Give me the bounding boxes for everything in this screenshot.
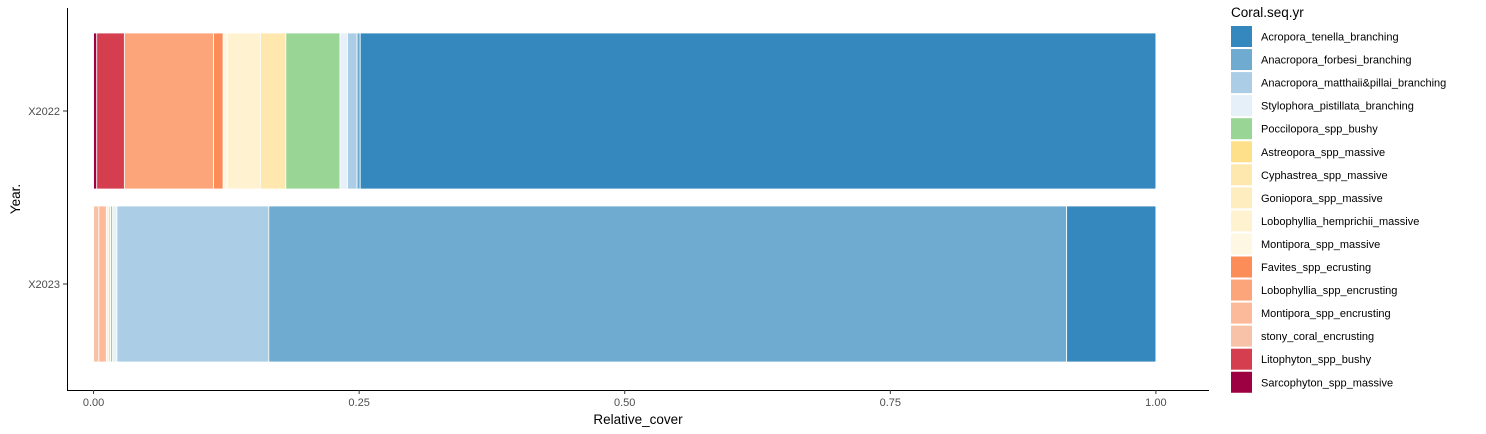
y-axis-ticks: X2022 X2023	[28, 106, 67, 291]
x-tick-label: 0.50	[614, 397, 635, 409]
legend-label: Anacropora_forbesi_branching	[1261, 55, 1411, 67]
bar-segment	[96, 32, 125, 190]
legend-key	[1231, 26, 1252, 47]
plot-axes	[67, 8, 1209, 391]
legend-label: Goniopora_spp_massive	[1261, 193, 1383, 205]
x-tick-label: 0.75	[880, 397, 901, 409]
x-axis-title: Relative_cover	[593, 412, 683, 427]
bar-segment	[123, 32, 215, 190]
legend-title: Coral.seq.yr	[1231, 5, 1304, 20]
legend-key	[1231, 302, 1252, 324]
bar-segment	[93, 205, 100, 363]
bar-segment	[347, 32, 358, 190]
legend-key	[1231, 118, 1252, 140]
legend-key	[1231, 95, 1252, 117]
legend-key	[1231, 164, 1252, 186]
bar-segment	[112, 205, 118, 363]
bar-segment	[98, 205, 107, 363]
legend-label: Montipora_spp_massive	[1261, 239, 1380, 251]
legend-key	[1231, 210, 1252, 232]
legend-label: Favites_spp_ecrusting	[1261, 262, 1371, 274]
legend-label: Montipora_spp_encrusting	[1261, 308, 1391, 320]
legend-label: Astreopora_spp_massive	[1261, 147, 1385, 159]
legend-key	[1231, 279, 1252, 301]
legend-key	[1231, 325, 1252, 347]
legend-label: Litophyton_spp_bushy	[1261, 354, 1372, 366]
legend-key	[1231, 141, 1252, 163]
legend-label: Anacropora_matthaii&pillai_branching	[1261, 78, 1446, 90]
legend-label: Poccilopora_spp_bushy	[1261, 124, 1378, 136]
bar-segment	[339, 32, 348, 190]
y-axis-title: Year.	[8, 184, 23, 214]
bar-segment	[213, 32, 224, 190]
legend-key	[1231, 371, 1252, 393]
y-tick-label: X2023	[28, 279, 60, 291]
bars-layer	[93, 32, 1157, 363]
legend-key	[1231, 187, 1252, 209]
bar-segment	[222, 32, 228, 190]
legend-label: Acropora_tenella_branching	[1261, 32, 1399, 44]
legend-label: Lobophyllia_spp_encrusting	[1261, 285, 1397, 297]
legend-label: Cyphastrea_spp_massive	[1261, 170, 1388, 182]
x-tick-label: 0.25	[348, 397, 369, 409]
bar-segment	[93, 32, 98, 190]
bar-segment	[227, 32, 261, 190]
legend-key	[1231, 348, 1252, 370]
legend-key	[1231, 49, 1252, 71]
x-tick-label: 1.00	[1145, 397, 1166, 409]
bar-segment	[268, 205, 1068, 363]
y-tick-label: X2022	[28, 106, 60, 118]
bar-segment	[259, 32, 287, 190]
legend-key	[1231, 256, 1252, 278]
x-tick-label: 0.00	[83, 397, 104, 409]
legend: Coral.seq.yr Acropora_tenella_branchingA…	[1231, 5, 1446, 393]
legend-key	[1231, 233, 1252, 255]
bar-segment	[1066, 205, 1157, 363]
legend-label: stony_coral_encrusting	[1261, 331, 1374, 343]
bar-segment	[359, 32, 1157, 190]
legend-label: Sarcophyton_spp_massive	[1261, 377, 1393, 389]
bar-segment	[356, 32, 361, 190]
bar-segment	[116, 205, 270, 363]
legend-label: Stylophora_pistillata_branching	[1261, 101, 1414, 113]
bar-segment	[285, 32, 341, 190]
legend-items: Acropora_tenella_branching Anacropora_for…	[1231, 26, 1446, 393]
legend-label: Lobophyllia_hemprichii_massive	[1261, 216, 1419, 228]
x-axis-ticks: 0.00 0.25 0.50 0.75 1.00	[83, 390, 1167, 409]
legend-key	[1231, 72, 1252, 94]
